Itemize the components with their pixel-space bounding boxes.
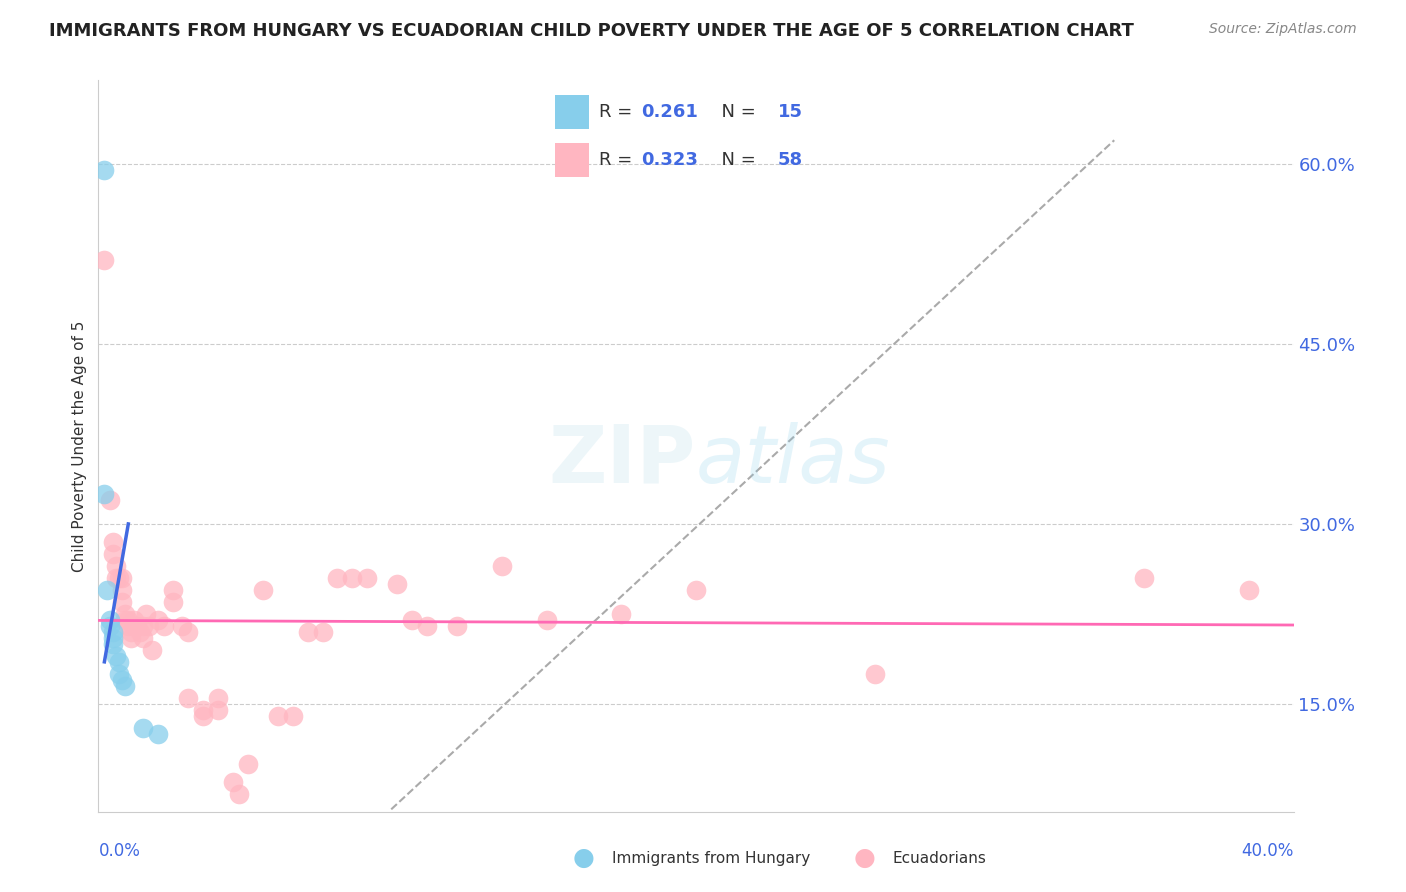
Text: Source: ZipAtlas.com: Source: ZipAtlas.com bbox=[1209, 22, 1357, 37]
Point bbox=[96, 582, 118, 597]
Point bbox=[108, 571, 131, 585]
Text: ZIP: ZIP bbox=[548, 422, 696, 500]
Point bbox=[311, 624, 333, 639]
Point bbox=[103, 631, 125, 645]
Point bbox=[98, 619, 122, 633]
Point bbox=[103, 624, 125, 639]
Point bbox=[132, 721, 155, 735]
Point bbox=[342, 571, 364, 585]
Point bbox=[267, 708, 290, 723]
Text: R =: R = bbox=[599, 103, 638, 121]
Point bbox=[132, 619, 155, 633]
Bar bbox=[555, 95, 589, 128]
Point bbox=[685, 582, 707, 597]
Text: N =: N = bbox=[710, 103, 762, 121]
Point bbox=[114, 679, 136, 693]
Point bbox=[111, 673, 134, 687]
Text: IMMIGRANTS FROM HUNGARY VS ECUADORIAN CHILD POVERTY UNDER THE AGE OF 5 CORRELATI: IMMIGRANTS FROM HUNGARY VS ECUADORIAN CH… bbox=[49, 22, 1135, 40]
Point bbox=[103, 637, 125, 651]
Text: 15: 15 bbox=[778, 103, 803, 121]
Point bbox=[236, 756, 259, 771]
Point bbox=[177, 624, 200, 639]
Text: atlas: atlas bbox=[696, 422, 891, 500]
Point bbox=[177, 690, 200, 705]
Point bbox=[108, 666, 131, 681]
Point bbox=[93, 487, 115, 501]
Point bbox=[103, 535, 125, 549]
Point bbox=[222, 774, 245, 789]
Point bbox=[865, 666, 887, 681]
Point bbox=[124, 613, 146, 627]
Point bbox=[93, 163, 115, 178]
Point bbox=[446, 619, 468, 633]
Point bbox=[416, 619, 439, 633]
Point bbox=[132, 631, 155, 645]
Text: 0.323: 0.323 bbox=[641, 151, 697, 169]
Point bbox=[111, 582, 134, 597]
Text: 58: 58 bbox=[778, 151, 803, 169]
Point bbox=[111, 595, 134, 609]
Point bbox=[105, 571, 128, 585]
Point bbox=[162, 582, 184, 597]
Text: 0.261: 0.261 bbox=[641, 103, 697, 121]
Point bbox=[108, 655, 131, 669]
Point bbox=[129, 624, 152, 639]
Point bbox=[135, 607, 157, 621]
Point bbox=[1237, 582, 1260, 597]
Point bbox=[98, 613, 122, 627]
Point bbox=[401, 613, 423, 627]
Point bbox=[141, 643, 163, 657]
Point bbox=[252, 582, 274, 597]
Point bbox=[172, 619, 194, 633]
Point bbox=[117, 613, 139, 627]
Point bbox=[191, 703, 214, 717]
Point bbox=[148, 727, 170, 741]
Point bbox=[153, 619, 176, 633]
Point bbox=[117, 619, 139, 633]
Point bbox=[127, 619, 149, 633]
Point bbox=[491, 558, 513, 573]
Point bbox=[207, 690, 229, 705]
Point bbox=[114, 613, 136, 627]
Point bbox=[114, 607, 136, 621]
Point bbox=[297, 624, 319, 639]
Point bbox=[98, 492, 122, 507]
Bar bbox=[555, 144, 589, 177]
Point bbox=[356, 571, 378, 585]
Point bbox=[120, 624, 142, 639]
Text: Immigrants from Hungary: Immigrants from Hungary bbox=[612, 851, 810, 865]
Point bbox=[610, 607, 633, 621]
Text: 0.0%: 0.0% bbox=[98, 842, 141, 860]
Point bbox=[1133, 571, 1156, 585]
Point bbox=[326, 571, 349, 585]
Point bbox=[207, 703, 229, 717]
Point bbox=[124, 619, 146, 633]
Text: ●: ● bbox=[572, 847, 595, 870]
Text: R =: R = bbox=[599, 151, 638, 169]
Text: N =: N = bbox=[710, 151, 762, 169]
Point bbox=[111, 571, 134, 585]
Point bbox=[191, 708, 214, 723]
Point bbox=[162, 595, 184, 609]
Text: ●: ● bbox=[853, 847, 876, 870]
Point bbox=[138, 619, 160, 633]
Point bbox=[281, 708, 304, 723]
Point bbox=[228, 787, 250, 801]
Point bbox=[385, 577, 409, 591]
Point bbox=[93, 253, 115, 268]
Point bbox=[148, 613, 170, 627]
Text: Ecuadorians: Ecuadorians bbox=[893, 851, 987, 865]
Y-axis label: Child Poverty Under the Age of 5: Child Poverty Under the Age of 5 bbox=[72, 320, 87, 572]
Point bbox=[536, 613, 558, 627]
Point bbox=[105, 558, 128, 573]
Text: 40.0%: 40.0% bbox=[1241, 842, 1294, 860]
Point bbox=[120, 631, 142, 645]
Point bbox=[103, 547, 125, 561]
Point bbox=[105, 648, 128, 663]
